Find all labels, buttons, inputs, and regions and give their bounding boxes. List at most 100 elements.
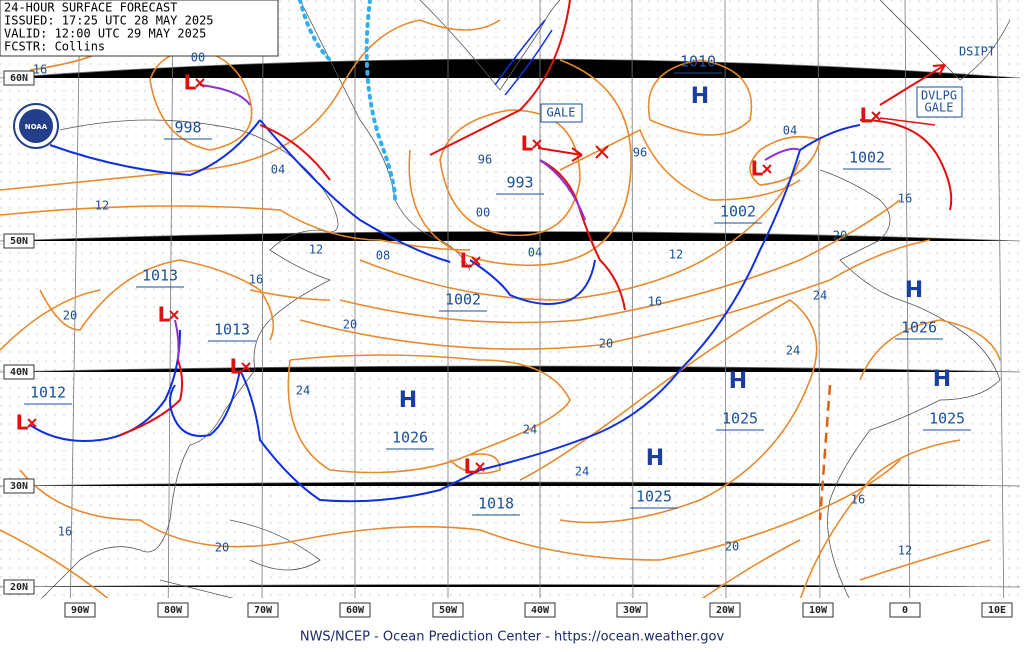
- isobar-label: 20: [725, 540, 739, 554]
- lon-label-box: [339, 602, 371, 618]
- low-symbol: L: [460, 249, 473, 273]
- longitude-label: 0: [902, 605, 908, 616]
- high-symbol: H: [646, 446, 664, 471]
- central-pressure: 1025: [636, 488, 672, 506]
- isobar-label: 04: [271, 163, 285, 177]
- warning-label: DVLPG: [921, 89, 957, 103]
- isobar-label: 16: [898, 192, 912, 206]
- longitude-label: 10E: [988, 605, 1006, 616]
- isobar-label: 24: [813, 289, 827, 303]
- longitude-label: 80W: [164, 605, 183, 616]
- warning-label: GALE: [547, 106, 576, 120]
- axis-strip: [0, 598, 1020, 625]
- isobar-label: 08: [376, 249, 390, 263]
- central-pressure: 1018: [478, 495, 514, 513]
- warning-box: [540, 103, 583, 123]
- low-symbol: L: [184, 71, 197, 95]
- arrows: [537, 64, 946, 162]
- central-pressure: 1002: [445, 291, 481, 309]
- logo-text: NOAA: [25, 123, 48, 131]
- isobar-label: 20: [343, 318, 357, 332]
- isobar-label: 12: [898, 544, 912, 558]
- longitude-label: 40W: [531, 605, 550, 616]
- longitude-label: 30W: [623, 605, 642, 616]
- low-cross: [475, 462, 485, 472]
- longitude-label: 20W: [716, 605, 735, 616]
- lon-label-box: [709, 602, 741, 618]
- longitude-label: 50W: [439, 605, 458, 616]
- isobar-label: 20: [833, 229, 847, 243]
- central-pressure: 1025: [722, 410, 758, 428]
- high-symbol: H: [933, 367, 951, 392]
- coastlines: [39, 0, 1011, 617]
- lat-label-box: [3, 364, 35, 380]
- isobar-label: 24: [296, 384, 310, 398]
- lat-label-box: [3, 478, 35, 494]
- header-line: FCSTR: Collins: [4, 40, 105, 54]
- warning-label: DSIPT: [959, 45, 995, 59]
- isobar-label: 96: [478, 153, 492, 167]
- lat-label-box: [3, 70, 35, 86]
- isobar-label: 16: [851, 493, 865, 507]
- isobar-label: 12: [669, 248, 683, 262]
- low-symbol: L: [464, 455, 477, 479]
- lon-label-box: [981, 602, 1013, 618]
- high-symbol: H: [729, 369, 747, 394]
- longitude-label: 10W: [809, 605, 828, 616]
- isobar-label: 24: [575, 465, 589, 479]
- warning-box: [916, 86, 963, 118]
- low-cross: [27, 418, 37, 428]
- isobar-label: 20: [599, 337, 613, 351]
- lat-label-box: [3, 233, 35, 249]
- central-pressure: 1002: [720, 203, 756, 221]
- isobar-label: 16: [648, 295, 662, 309]
- latitude-label: 60N: [10, 73, 28, 84]
- isobar-label: 20: [63, 309, 77, 323]
- low-symbol: L: [521, 132, 534, 156]
- low-cross: [471, 256, 481, 266]
- isobar-label: 00: [476, 206, 490, 220]
- lon-label-box: [524, 602, 556, 618]
- isobar-label: 16: [33, 63, 47, 77]
- low-cross: [762, 164, 772, 174]
- low-symbol: L: [16, 411, 29, 435]
- latitude-label: 40N: [10, 367, 28, 378]
- longitude-label: 60W: [346, 605, 365, 616]
- latitude-label: 30N: [10, 481, 28, 492]
- low-cross: [871, 111, 881, 121]
- lat-label-box: [3, 579, 35, 595]
- isobar-label: 00: [191, 51, 205, 65]
- isobar-label: 12: [95, 199, 109, 213]
- central-pressure: 1010: [680, 53, 716, 71]
- central-pressure: 993: [506, 174, 533, 192]
- isobar-label: 04: [783, 124, 797, 138]
- isobar-label: 20: [215, 541, 229, 555]
- isobar-label: 16: [249, 273, 263, 287]
- low-cross: [532, 139, 542, 149]
- isobar-label: 12: [309, 243, 323, 257]
- low-symbol: L: [158, 303, 171, 327]
- lon-label-box: [64, 602, 96, 618]
- isobar-label: 04: [528, 246, 542, 260]
- isobar-label: 96: [633, 146, 647, 160]
- longitude-label: 90W: [71, 605, 90, 616]
- central-pressure: 1013: [214, 321, 250, 339]
- low-cross: [195, 78, 205, 88]
- low-symbol: L: [230, 355, 243, 379]
- header-line: ISSUED: 17:25 UTC 28 MAY 2025: [4, 14, 214, 28]
- central-pressure: 1025: [929, 410, 965, 428]
- central-pressure: 998: [174, 119, 201, 137]
- low-cross: [241, 362, 251, 372]
- lon-label-box: [247, 602, 279, 618]
- latitude-label: 50N: [10, 236, 28, 247]
- fronts: [29, 0, 953, 521]
- lon-label-box: [616, 602, 648, 618]
- lon-label-box: [157, 602, 189, 618]
- header-box: [0, 0, 279, 57]
- isobar-label: 24: [786, 344, 800, 358]
- noaa-logo: [13, 103, 59, 149]
- lon-label-box: [889, 602, 921, 618]
- central-pressure: 1013: [142, 267, 178, 285]
- isobars: [0, 9, 1001, 601]
